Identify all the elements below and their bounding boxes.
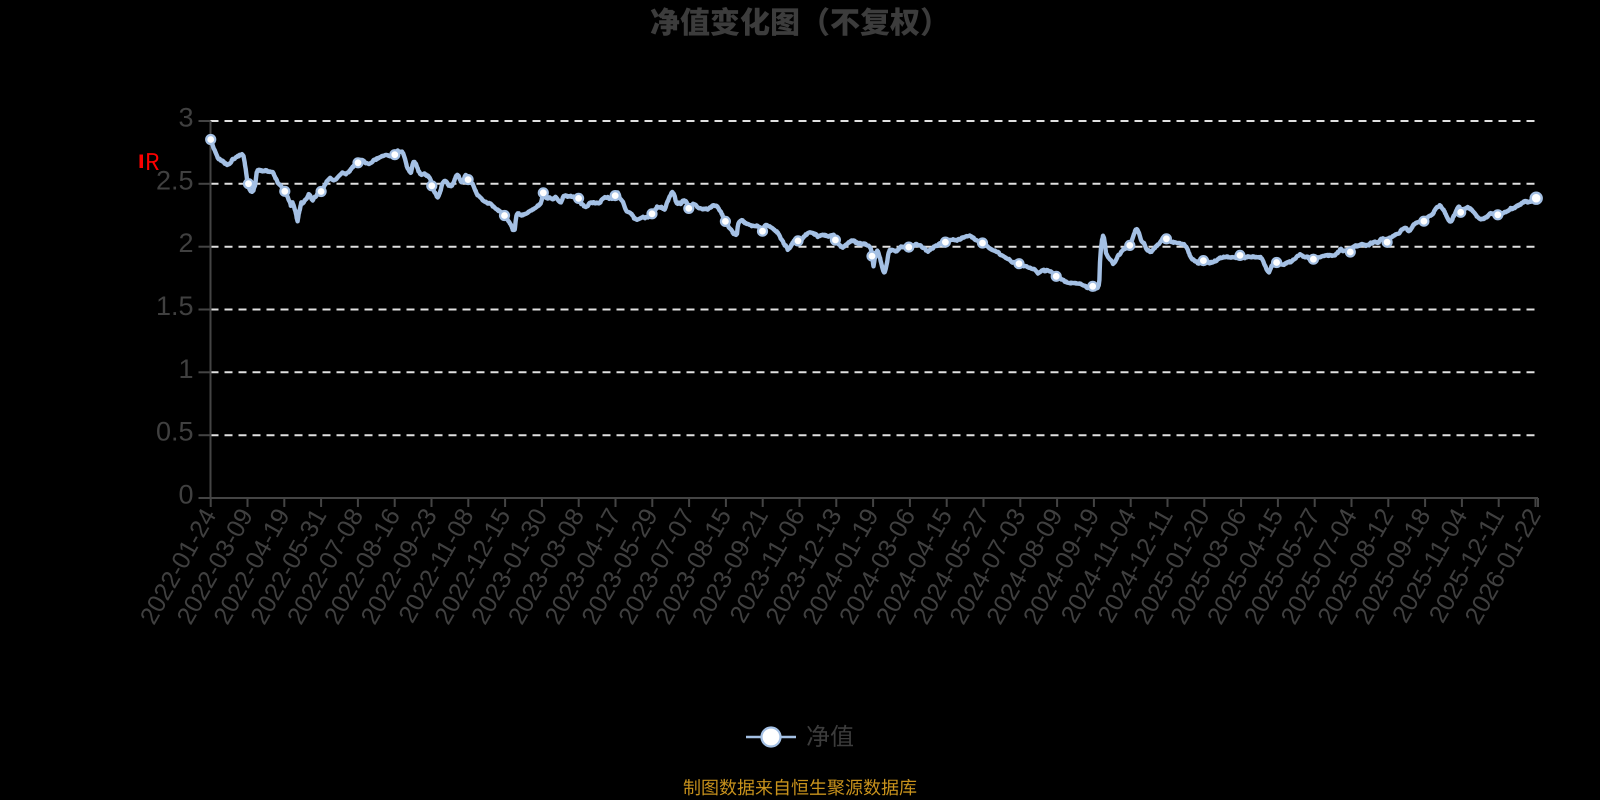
svg-text:2: 2 bbox=[178, 228, 193, 258]
svg-text:3: 3 bbox=[178, 103, 193, 133]
svg-text:2.5: 2.5 bbox=[156, 165, 194, 195]
svg-text:0: 0 bbox=[178, 480, 193, 510]
svg-text:1.5: 1.5 bbox=[156, 291, 194, 321]
svg-text:0.5: 0.5 bbox=[156, 417, 194, 447]
svg-text:1: 1 bbox=[178, 354, 193, 384]
